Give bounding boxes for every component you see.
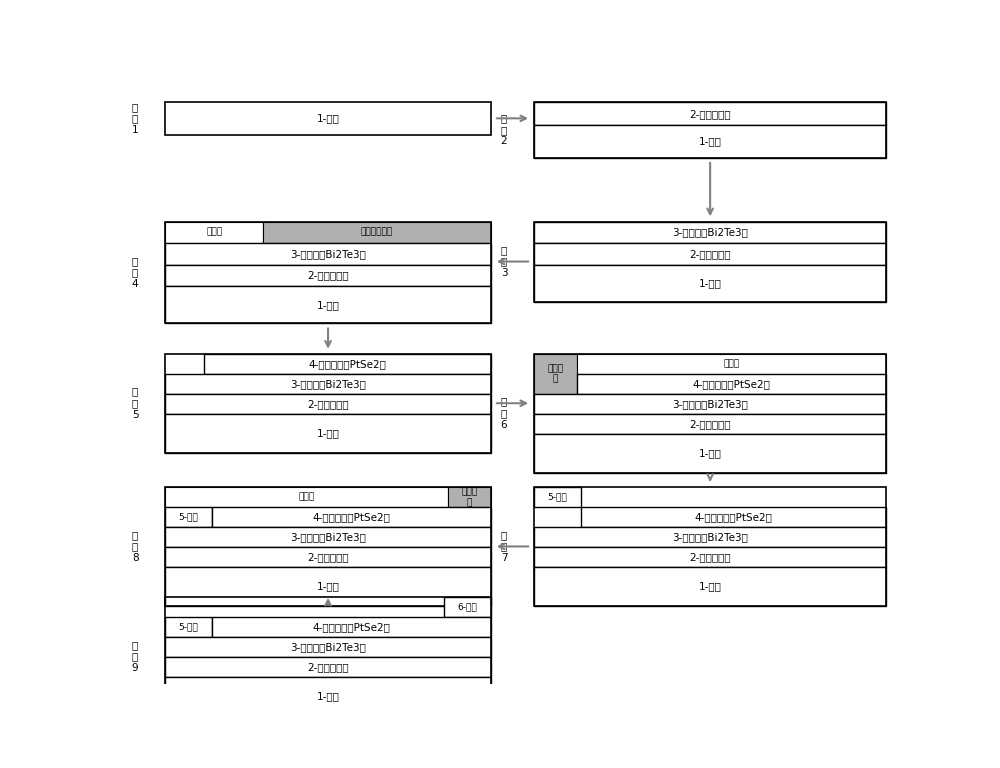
- Text: 5-电极: 5-电极: [179, 623, 198, 632]
- Bar: [165, 374, 491, 394]
- Text: 1-基底: 1-基底: [699, 449, 722, 458]
- Text: 4-二硒化铂（PtSe2）: 4-二硒化铂（PtSe2）: [312, 512, 390, 522]
- Text: 3-碲化铋（Bi2Te3）: 3-碲化铋（Bi2Te3）: [290, 379, 366, 389]
- Bar: [534, 221, 886, 243]
- Text: 步
骤
8: 步 骤 8: [132, 530, 138, 563]
- Text: 1-基底: 1-基底: [317, 114, 339, 124]
- Bar: [534, 102, 886, 125]
- Text: 4-二硒化铂（PtSe2）: 4-二硒化铂（PtSe2）: [692, 379, 770, 389]
- Bar: [212, 617, 491, 637]
- Bar: [165, 677, 491, 716]
- Text: 5-电极: 5-电极: [548, 493, 567, 502]
- Text: 4-二硒化铂（PtSe2）: 4-二硒化铂（PtSe2）: [694, 512, 772, 522]
- Text: 2-绝热绝缘层: 2-绝热绝缘层: [307, 662, 349, 672]
- Bar: [165, 568, 491, 606]
- Text: 光刻曝光区域: 光刻曝光区域: [361, 228, 393, 237]
- Text: 步
骤
3: 步 骤 3: [501, 245, 507, 278]
- Bar: [165, 617, 212, 637]
- Bar: [165, 527, 491, 548]
- Text: 曝光区
域: 曝光区 域: [461, 488, 478, 507]
- Bar: [534, 527, 886, 548]
- Text: 步
骤
2: 步 骤 2: [501, 114, 507, 147]
- Bar: [165, 354, 491, 452]
- Text: 1-基底: 1-基底: [317, 429, 339, 439]
- Text: 1-基底: 1-基底: [317, 300, 339, 310]
- Bar: [165, 221, 491, 323]
- Text: 1-基底: 1-基底: [317, 692, 339, 702]
- Text: 6-电极: 6-电极: [458, 603, 477, 612]
- Text: 1-基底: 1-基底: [699, 278, 722, 288]
- Bar: [581, 507, 886, 527]
- Text: 步
骤
9: 步 骤 9: [132, 640, 138, 674]
- Bar: [165, 598, 491, 716]
- Text: 光刻胶: 光刻胶: [723, 359, 740, 369]
- Text: 1-基底: 1-基底: [317, 581, 339, 591]
- Text: 2-绝热绝缘层: 2-绝热绝缘层: [689, 552, 731, 562]
- Text: 2-绝热绝缘层: 2-绝热绝缘层: [689, 419, 731, 429]
- Bar: [444, 598, 491, 617]
- Bar: [165, 487, 491, 606]
- Bar: [534, 487, 581, 507]
- Bar: [534, 102, 886, 157]
- Bar: [534, 265, 886, 302]
- Bar: [165, 657, 491, 677]
- Bar: [165, 243, 491, 265]
- Text: 4-二硒化铂（PtSe2）: 4-二硒化铂（PtSe2）: [312, 622, 390, 632]
- Bar: [204, 354, 491, 374]
- Bar: [448, 487, 491, 507]
- Text: 光刻胶: 光刻胶: [206, 228, 222, 237]
- Text: 1-基底: 1-基底: [699, 137, 722, 147]
- Bar: [165, 394, 491, 414]
- Text: 2-绝热绝缘层: 2-绝热绝缘层: [689, 109, 731, 119]
- Bar: [534, 243, 886, 265]
- Text: 3-碲化铋（Bi2Te3）: 3-碲化铋（Bi2Te3）: [290, 532, 366, 542]
- Text: 步
骤
5: 步 骤 5: [132, 386, 138, 420]
- Bar: [577, 354, 886, 374]
- Bar: [534, 568, 886, 606]
- Bar: [165, 102, 491, 134]
- Bar: [534, 434, 886, 472]
- Bar: [534, 354, 577, 394]
- Bar: [577, 374, 886, 394]
- Bar: [165, 507, 212, 527]
- Bar: [165, 548, 491, 568]
- Text: 3-碲化铋（Bi2Te3）: 3-碲化铋（Bi2Te3）: [290, 249, 366, 259]
- Bar: [534, 487, 886, 606]
- Text: 5-电极: 5-电极: [179, 513, 198, 521]
- Bar: [534, 221, 886, 302]
- Text: 2-绝热绝缘层: 2-绝热绝缘层: [307, 270, 349, 280]
- Text: 步
骤
7: 步 骤 7: [501, 530, 507, 563]
- Bar: [534, 414, 886, 434]
- Bar: [534, 125, 886, 157]
- Text: 步
骤
4: 步 骤 4: [132, 256, 138, 289]
- Text: 光刻胶: 光刻胶: [299, 493, 315, 502]
- Bar: [165, 487, 448, 507]
- Text: 3-碲化铋（Bi2Te3）: 3-碲化铋（Bi2Te3）: [672, 227, 748, 237]
- Text: 步
骤
1: 步 骤 1: [132, 101, 138, 135]
- Text: 步
骤
6: 步 骤 6: [501, 396, 507, 430]
- Text: 3-碲化铋（Bi2Te3）: 3-碲化铋（Bi2Te3）: [672, 532, 748, 542]
- Text: 2-绝热绝缘层: 2-绝热绝缘层: [307, 552, 349, 562]
- Bar: [165, 265, 491, 286]
- Text: 3-碲化铋（Bi2Te3）: 3-碲化铋（Bi2Te3）: [672, 399, 748, 409]
- Text: 2-绝热绝缘层: 2-绝热绝缘层: [689, 249, 731, 259]
- Bar: [534, 548, 886, 568]
- Bar: [165, 637, 491, 657]
- Bar: [212, 507, 491, 527]
- Bar: [534, 394, 886, 414]
- Text: 4-二硒化铂（PtSe2）: 4-二硒化铂（PtSe2）: [308, 359, 386, 369]
- Bar: [165, 221, 263, 243]
- Bar: [165, 286, 491, 323]
- Text: 3-碲化铋（Bi2Te3）: 3-碲化铋（Bi2Te3）: [290, 642, 366, 652]
- Bar: [263, 221, 491, 243]
- Bar: [165, 414, 491, 452]
- Bar: [534, 354, 886, 472]
- Text: 2-绝热绝缘层: 2-绝热绝缘层: [307, 399, 349, 409]
- Text: 1-基底: 1-基底: [699, 581, 722, 591]
- Text: 曝光区
域: 曝光区 域: [547, 364, 564, 384]
